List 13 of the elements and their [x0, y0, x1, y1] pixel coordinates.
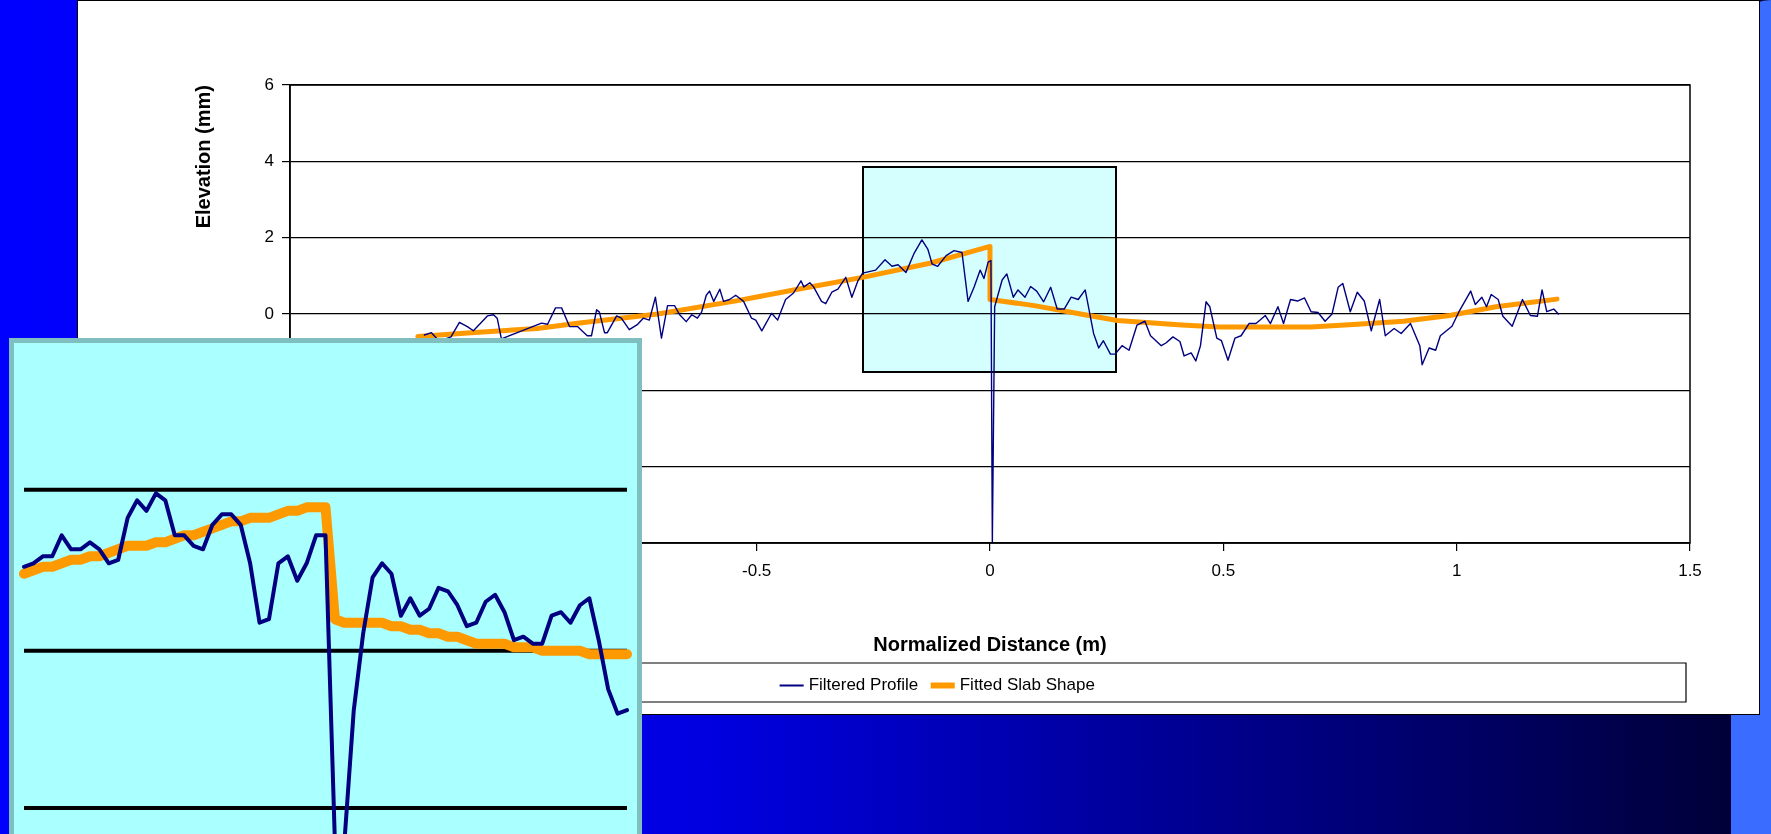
- x-tick-label: -0.5: [742, 560, 772, 580]
- legend-label: Fitted Slab Shape: [959, 675, 1095, 695]
- y-tick-label: 6: [264, 74, 274, 94]
- y-tick-label: 4: [264, 151, 274, 171]
- y-axis-title: Elevation (mm): [191, 85, 214, 229]
- y-tick-label: 0: [264, 303, 274, 323]
- x-tick-label: 0.5: [1211, 560, 1236, 580]
- x-axis-title: Normalized Distance (m): [873, 632, 1107, 655]
- x-tick-label: 1.5: [1678, 560, 1702, 580]
- y-tick-label: 2: [264, 227, 274, 247]
- x-tick-label: 1: [1451, 560, 1462, 580]
- legend-label: Filtered Profile: [808, 675, 919, 695]
- x-tick-label: 0: [985, 560, 995, 580]
